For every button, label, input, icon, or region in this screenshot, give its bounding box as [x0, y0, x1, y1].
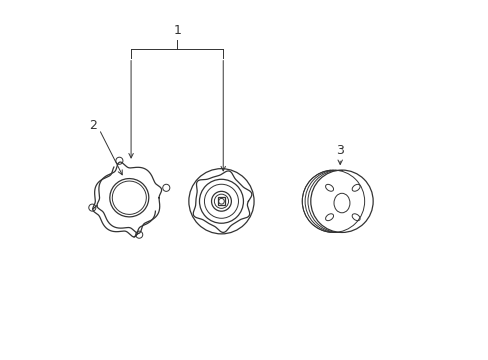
Text: 3: 3 — [336, 144, 344, 157]
Text: 1: 1 — [173, 24, 181, 37]
Bar — [218, 197, 224, 205]
Text: 2: 2 — [89, 118, 97, 131]
